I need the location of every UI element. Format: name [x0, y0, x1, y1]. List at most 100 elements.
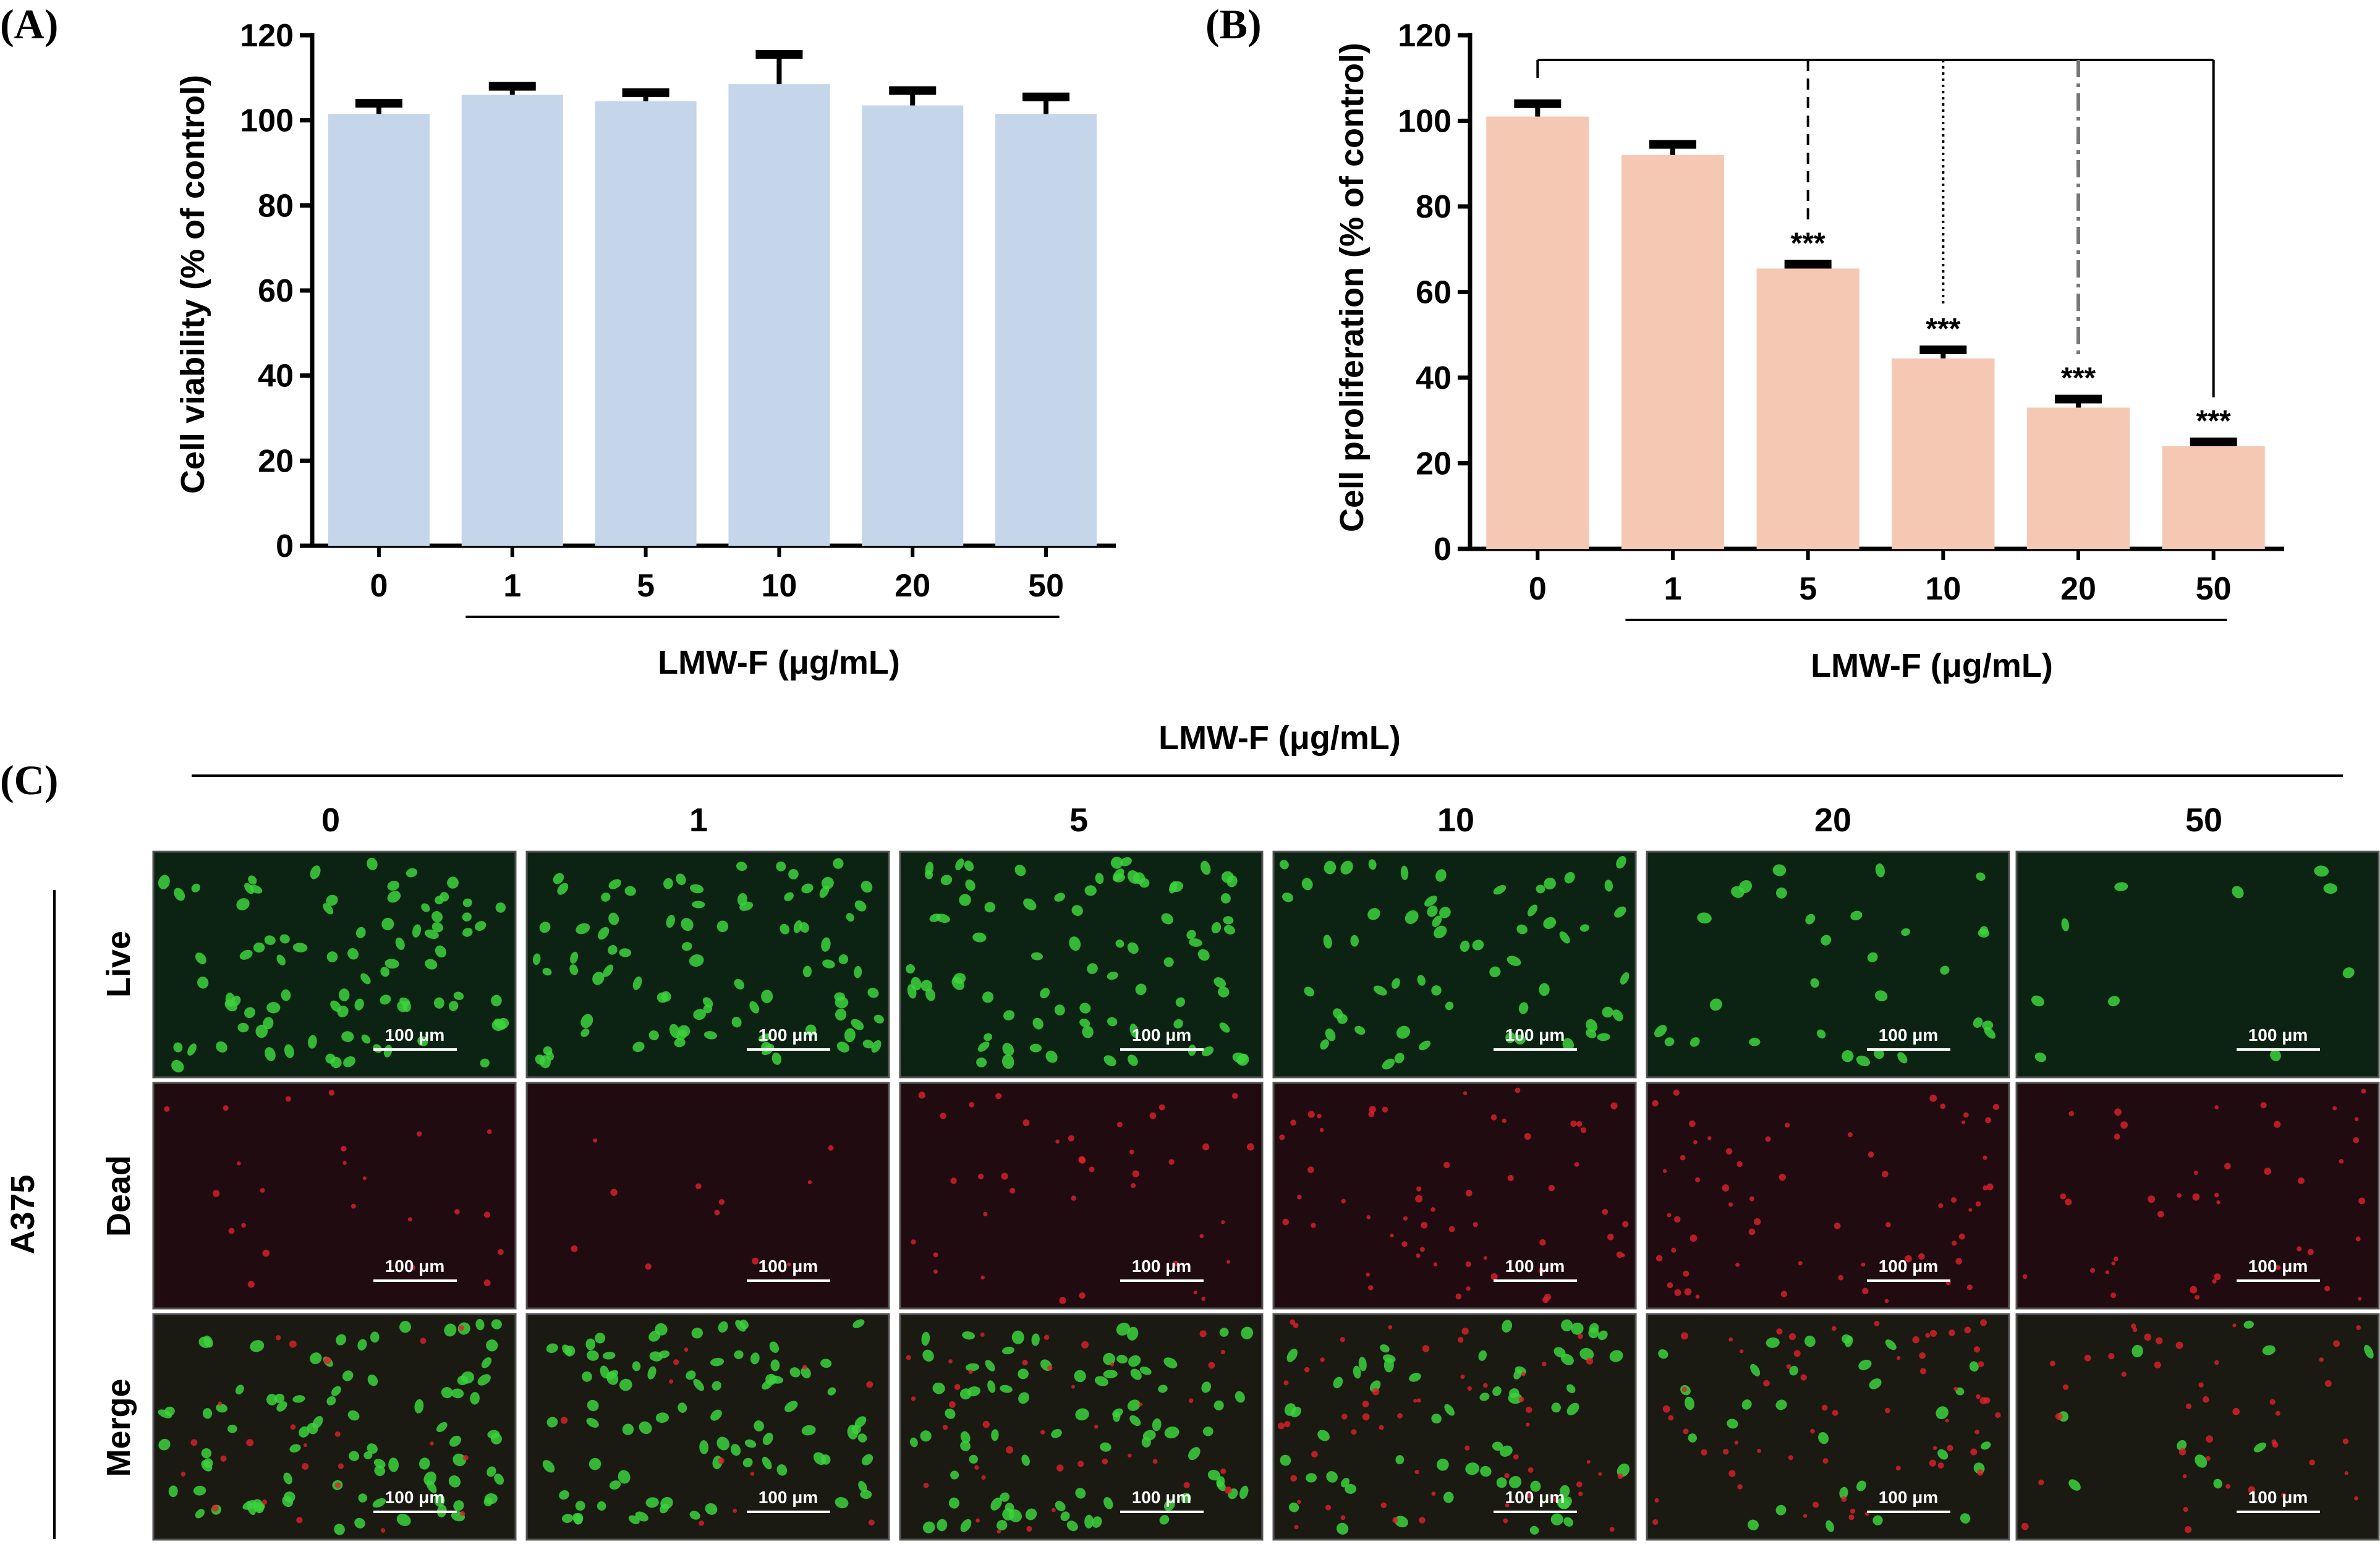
micrograph-merge-0: 100 μm	[152, 1313, 517, 1541]
micrograph-live-0: 100 μm	[152, 850, 517, 1079]
scale-bar-label: 100 μm	[759, 1488, 818, 1507]
chart-b-ytick-label: 60	[1416, 275, 1451, 311]
chart-b-xlabel: LMW-F (μg/mL)	[1811, 647, 2053, 684]
scale-bar-label: 100 μm	[2248, 1257, 2308, 1276]
chart-a-ytick-label: 100	[240, 103, 294, 139]
micrograph-merge-20: 100 μm	[1646, 1313, 2010, 1541]
chart-b-bar-0	[1486, 116, 1589, 549]
chart-b-significance-20: ***	[2061, 362, 2096, 395]
chart-a-ytick-label: 0	[276, 528, 294, 564]
chart-b-ytick-label: 0	[1434, 532, 1451, 567]
chart-a-xtick-label-20: 20	[895, 568, 930, 604]
chart-b-ytick-label: 20	[1416, 446, 1451, 482]
chart-a-bar-20	[862, 105, 964, 546]
panel-label-c: (C)	[0, 757, 58, 804]
scale-bar-label: 100 μm	[759, 1025, 818, 1045]
scale-bar-label: 100 μm	[759, 1257, 818, 1276]
chart-b-bar-50	[2162, 446, 2265, 549]
chart-b-xtick-label-50: 50	[2196, 571, 2232, 607]
micrograph-dead-5: 100 μm	[899, 1082, 1264, 1310]
chart-a-ytick-label: 120	[240, 18, 294, 54]
grid-row-label-merge: Merge	[100, 1378, 137, 1477]
micrograph-dead-20: 100 μm	[1646, 1082, 2010, 1310]
chart-b-ytick-label: 40	[1416, 360, 1451, 396]
micrograph-merge-10: 100 μm	[1272, 1313, 1637, 1541]
scale-bar-label: 100 μm	[1879, 1488, 1939, 1507]
chart-b-bar-5	[1756, 268, 1859, 549]
chart-b-xtick-label-20: 20	[2060, 571, 2096, 607]
grid-col-label-5: 5	[1069, 802, 1088, 839]
grid-header: LMW-F (μg/mL)	[1158, 719, 1401, 757]
chart-b: 0 20 40 60 80 100 120 0 1 5 *** 10 *** 20 *** 50 ***	[1398, 18, 2284, 621]
micrograph-dead-50: 100 μm	[2015, 1082, 2380, 1310]
micrograph-merge-1: 100 μm	[525, 1313, 890, 1541]
chart-a-xlabel: LMW-F (μg/mL)	[658, 644, 900, 681]
panel-label-b: (B)	[1205, 1, 1262, 48]
chart-b-significance-10: ***	[1926, 313, 1960, 346]
grid-col-label-10: 10	[1437, 802, 1474, 839]
micrograph-live-50: 100 μm	[2015, 850, 2380, 1079]
scale-bar-label: 100 μm	[1879, 1257, 1939, 1276]
chart-b-xtick-label-5: 5	[1799, 571, 1817, 607]
scale-bar-label: 100 μm	[1132, 1257, 1192, 1276]
chart-b-significance-50: ***	[2196, 405, 2231, 438]
chart-b-xtick-label-0: 0	[1529, 571, 1547, 607]
micrograph-merge-5: 100 μm	[899, 1313, 1264, 1541]
micrograph-live-10: 100 μm	[1272, 850, 1637, 1079]
micrograph-live-5: 100 μm	[899, 850, 1264, 1079]
micrograph-merge-50: 100 μm	[2015, 1313, 2380, 1541]
chart-b-ytick-label: 100	[1398, 104, 1451, 140]
chart-a-ytick-label: 40	[258, 358, 294, 394]
scale-bar-label: 100 μm	[2248, 1025, 2308, 1045]
micrograph-live-1: 100 μm	[525, 850, 890, 1079]
chart-b-bar-10	[1892, 358, 1995, 549]
chart-b-xtick-label-1: 1	[1664, 571, 1682, 607]
chart-b-bar-20	[2026, 407, 2130, 549]
chart-a-ytick-label: 20	[258, 443, 294, 479]
chart-a-bar-5	[595, 101, 697, 546]
chart-a-bar-50	[995, 114, 1097, 546]
chart-a-ytick-label: 60	[258, 273, 294, 309]
scale-bar-label: 100 μm	[1132, 1025, 1192, 1045]
micrograph-live-20: 100 μm	[1646, 850, 2010, 1079]
chart-a-bar-0	[328, 114, 430, 546]
chart-b-ytick-label: 80	[1416, 189, 1451, 225]
chart-a-xtick-label-1: 1	[503, 568, 521, 604]
scale-bar-label: 100 μm	[1132, 1488, 1192, 1507]
scale-bar-label: 100 μm	[1879, 1025, 1939, 1045]
scale-bar-label: 100 μm	[1505, 1025, 1565, 1045]
micrograph-dead-10: 100 μm	[1272, 1082, 1637, 1310]
chart-b-xtick-label-10: 10	[1925, 571, 1961, 607]
scale-bar-label: 100 μm	[1505, 1257, 1565, 1276]
chart-a-bar-10	[728, 84, 830, 546]
scale-bar-label: 100 μm	[385, 1488, 445, 1507]
chart-a-xtick-label-0: 0	[370, 568, 388, 604]
image-grid: 0 1 5 10 20 50 Live Dead Merge 100 μm 100 μm 100 μm…	[100, 802, 2380, 1541]
scale-bar-label: 100 μm	[1505, 1488, 1565, 1507]
chart-a-xtick-label-5: 5	[637, 568, 655, 604]
chart-b-ytick-label: 120	[1398, 18, 1451, 54]
panel-label-a: (A)	[0, 1, 58, 48]
chart-a: 0 20 40 60 80 100 120 0 1 5 10 20 50	[240, 18, 1116, 618]
grid-col-label-50: 50	[2185, 802, 2222, 839]
chart-b-ylabel: Cell proliferation (% of control)	[1333, 43, 1371, 532]
grid-row-label-live: Live	[100, 931, 137, 998]
grid-col-label-20: 20	[1814, 802, 1851, 839]
chart-a-bar-1	[461, 95, 563, 546]
micrograph-dead-1: 100 μm	[525, 1082, 890, 1310]
grid-col-label-0: 0	[321, 802, 340, 839]
scale-bar-label: 100 μm	[385, 1257, 445, 1276]
grid-col-label-1: 1	[689, 802, 708, 839]
scale-bar-label: 100 μm	[385, 1025, 445, 1045]
chart-a-ytick-label: 80	[258, 188, 294, 224]
chart-b-bar-1	[1621, 155, 1725, 549]
cell-line-label: A375	[4, 1174, 41, 1254]
micrograph-dead-0: 100 μm	[152, 1082, 517, 1310]
grid-row-label-dead: Dead	[100, 1155, 137, 1237]
chart-a-ylabel: Cell viability (% of control)	[174, 75, 211, 494]
chart-a-xtick-label-10: 10	[761, 568, 797, 604]
chart-a-xtick-label-50: 50	[1028, 568, 1064, 604]
chart-b-significance-5: ***	[1791, 227, 1825, 260]
scale-bar-label: 100 μm	[2248, 1488, 2308, 1507]
